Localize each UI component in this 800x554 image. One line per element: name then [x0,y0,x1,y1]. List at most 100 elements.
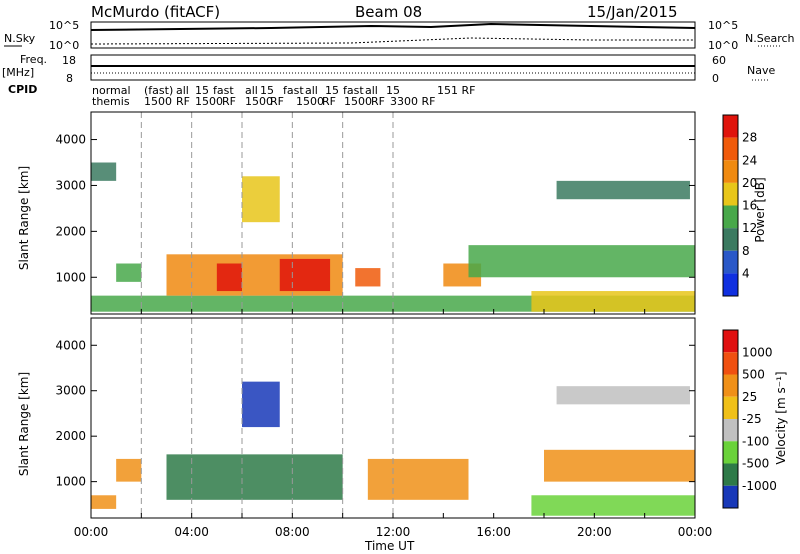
power-colorbar-label: Power [dB] [753,177,767,243]
power-colorbar-seg-2 [723,160,738,183]
cpid-row2-10: RF [371,95,385,108]
cpid-row2-2: RF [176,95,190,108]
cpid-row2-8: RF [322,95,336,108]
power-colorbar-tick-3: 16 [742,199,757,213]
cpid-row1-9: 15 [325,84,339,97]
cpid-row1-10: fast [343,84,364,97]
velocity-colorbar-tick-0: 1000 [742,345,773,359]
nsky-label: N.Sky [4,32,36,45]
cpid-row2-1: 1500 [144,95,172,108]
cpid-row1-11: all [365,84,378,97]
time-tick-label-4: 16:00 [476,525,511,539]
cpid-row2-7: 1500 [296,95,324,108]
nsky-tick-bottom: 10^0 [49,39,80,52]
velocity-ylabel: Slant Range [km] [17,371,31,477]
velocity-colorbar-tick-3: -25 [742,412,762,426]
velocity-colorbar-seg-1 [723,352,738,375]
cpid-row1-13: 151 RF [437,84,476,97]
time-axis-label: Time UT [365,539,415,553]
power-colorbar-seg-4 [723,205,738,229]
cpid-row2-5: 1500 [245,95,273,108]
time-tick-label-6: 00:00 [678,525,713,539]
power-echo-9 [556,180,690,200]
cpid-row2-4: RF [222,95,236,108]
power-colorbar-tick-4: 20 [742,176,757,190]
cpid-row1-6: 15 [260,84,274,97]
velocity-echo-3 [242,381,280,428]
velocity-colorbar-frame [722,329,739,509]
station-title: McMurdo (fitACF) [91,3,221,21]
cpid-row1-8: all [305,84,318,97]
freq-unit-label: [MHz] [2,66,35,79]
cpid-row2-6: RF [270,95,284,108]
cpid-row1-1: (fast) [144,84,174,97]
velocity-colorbar-seg-5 [723,441,738,464]
power-colorbar-tick-0: 4 [742,266,750,280]
nave-tick-bottom: 0 [712,72,719,85]
velocity-ytick-label-2: 3000 [55,384,86,398]
velocity-colorbar-seg-6 [723,463,738,486]
cpid-row1-5: all [245,84,258,97]
nsky-panel [90,21,696,49]
nsky-trace [90,22,696,31]
time-tick-label-0: 00:00 [74,525,109,539]
nsearch-label: N.Search [745,32,795,45]
velocity-echo-4 [367,458,469,500]
velocity-colorbar-seg-2 [723,374,738,397]
time-tick-label-3: 12:00 [376,525,411,539]
power-echo-5 [279,258,331,292]
velocity-colorbar-seg-0 [723,330,738,353]
power-echo-8 [468,245,695,278]
velocity-colorbar-label: Velocity [m s⁻¹] [774,371,788,465]
nsearch-trace [90,37,695,45]
beam-title: Beam 08 [355,3,423,21]
cpid-row1-0: normal [92,84,131,97]
velocity-colorbar-tick-6: -1000 [742,479,777,493]
velocity-echo-0 [91,495,117,509]
power-colorbar-seg-5 [723,228,738,251]
velocity-ytick-label-3: 4000 [55,338,86,352]
power-echo-10 [531,291,695,312]
time-tick-label-5: 20:00 [577,525,612,539]
power-ytick-label-0: 1000 [55,270,86,284]
cpid-row2-11: 3300 RF [390,95,436,108]
velocity-echo-6 [556,386,690,405]
velocity-ytick-label-0: 1000 [55,475,86,489]
velocity-echo-1 [116,458,142,482]
power-colorbar-tick-6: 28 [742,131,757,145]
cpid-row1-12: 15 [386,84,400,97]
power-ytick-label-2: 3000 [55,178,86,192]
velocity-colorbar-seg-4 [723,419,738,442]
time-tick-label-1: 04:00 [174,525,209,539]
velocity-echo-2 [166,454,343,500]
velocity-colorbar-tick-1: 500 [742,368,765,382]
velocity-ytick-label-1: 2000 [55,429,86,443]
cpid-row2-0: themis [92,95,130,108]
cpid-row1-4: fast [213,84,234,97]
freq-tick-top: 18 [62,54,76,67]
cpid-row1-2: all [176,84,189,97]
power-ytick-label-3: 4000 [55,133,86,147]
power-ytick-label-1: 2000 [55,224,86,238]
power-colorbar-seg-3 [723,182,738,206]
power-echo-0 [91,162,117,181]
velocity-echo-5 [544,449,695,482]
velocity-colorbar-tick-5: -500 [742,457,769,471]
nave-label: Nave [747,64,776,77]
power-colorbar-tick-5: 24 [742,153,757,167]
velocity-colorbar-seg-7 [723,485,738,508]
freq-panel [90,54,696,81]
nave-tick-top: 60 [712,54,726,67]
date-title: 15/Jan/2015 [587,3,678,21]
cpid-row1-3: 15 [195,84,209,97]
cpid-row2-3: 1500 [195,95,223,108]
power-echo-2 [116,263,142,282]
power-colorbar-tick-2: 12 [742,221,757,235]
power-echo-11 [242,176,280,223]
power-colorbar-tick-1: 8 [742,244,750,258]
power-echo-6 [355,268,381,287]
time-tick-label-2: 08:00 [275,525,310,539]
cpid-row1-7: fast [283,84,304,97]
power-colorbar-seg-7 [723,273,738,296]
